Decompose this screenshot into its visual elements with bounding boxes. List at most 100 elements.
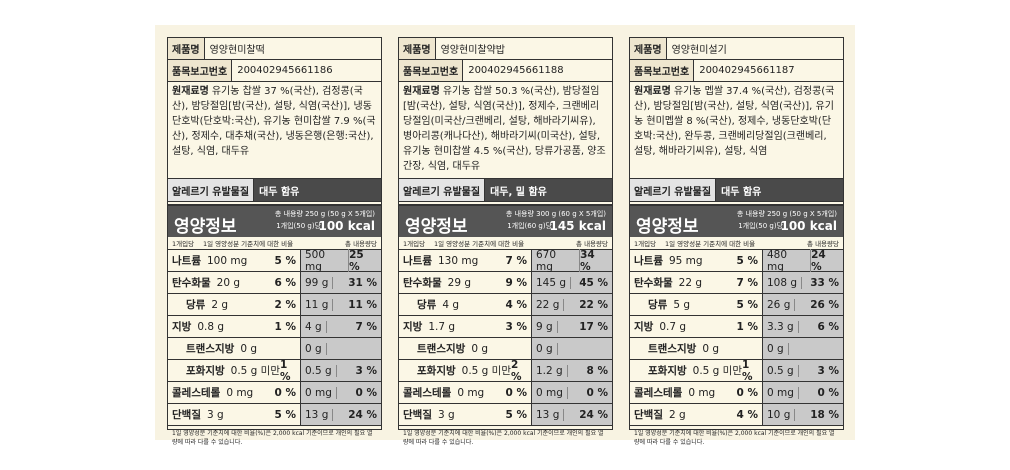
per-serving: 포화지방 0.5 g 미만 2 %: [399, 359, 532, 383]
total-amount: 0.5 g: [767, 364, 799, 377]
nutrient-amount: 4 g: [442, 298, 460, 311]
field-value: 영양현미찰약밥: [440, 45, 506, 56]
per-total: 13 g 24 %: [301, 404, 381, 425]
nutrient-amount: 130 mg: [437, 254, 479, 267]
per-serving: 콜레스테롤 0 mg 0 %: [399, 382, 532, 403]
total-amount: 0.5 g: [305, 364, 337, 377]
nutrition-header: 영양정보 총 내용량 250 g (50 g X 5개입) 1개입(50 g)당 10…: [630, 206, 843, 237]
per-total: 10 g 18 %: [763, 404, 843, 425]
nutrient-amount: 1.7 g: [428, 320, 456, 333]
allergy-row: 알레르기 유발물질 대두 함유: [630, 179, 843, 202]
nutrient-percent: 0 %: [736, 386, 758, 399]
per-total: 0.5 g 3 %: [763, 360, 843, 381]
nutrient-name: 포화지방: [186, 365, 225, 377]
nutrient-percent: 6 %: [274, 276, 296, 289]
nutrient-name: 나트륨: [403, 255, 432, 267]
total-amount: 1.2 g: [536, 364, 568, 377]
total-amount: 0 mg: [536, 386, 568, 399]
nutrition-header: 영양정보 총 내용량 300 g (60 g X 5개입) 1개입(60 g)당 14…: [399, 206, 612, 237]
field-label: 알레르기 유발물질: [168, 179, 255, 201]
total-amount: 22 g: [536, 298, 565, 311]
food-label: 제품명 영양현미찰약밥 품목보고번호 200402945661188 원재료명 유기농 찹…: [398, 37, 613, 446]
total-amount: 10 g: [767, 408, 796, 421]
food-label: 제품명 영양현미찰떡 품목보고번호 200402945661186 원재료명 유기농 찹쌀…: [167, 37, 382, 446]
nutrient-percent: 5 %: [736, 254, 758, 267]
field-label: 알레르기 유발물질: [630, 179, 717, 201]
per-total: 13 g 24 %: [532, 404, 612, 425]
total-percent: 0 %: [355, 386, 377, 399]
per-serving: 콜레스테롤 0 mg 0 %: [168, 382, 301, 403]
per-serving: 당류 5 g 5 %: [630, 294, 763, 315]
per-total: 11 g 11 %: [301, 294, 381, 315]
total-percent: 33 %: [810, 276, 839, 289]
nutrient-percent: 1 %: [736, 320, 758, 333]
total-percent: 24 %: [811, 248, 826, 273]
field-value: 대두 함유: [721, 186, 762, 198]
per-serving: 탄수화물 20 g 6 %: [168, 272, 301, 293]
nutrition-facts: 영양정보 총 내용량 250 g (50 g X 5개입) 1개입(50 g)당 10…: [168, 204, 381, 446]
field-value: 대두, 밀 함유: [490, 186, 547, 198]
per-total: 3.3 g 6 %: [763, 316, 843, 337]
nutrient-row: 콜레스테롤 0 mg 0 % 0 mg 0 %: [399, 382, 612, 404]
per-serving: 나트륨 95 mg 5 %: [630, 250, 763, 271]
per-total: 0 mg 0 %: [763, 382, 843, 403]
nutrient-name: 탄수화물: [172, 277, 211, 289]
nutrient-amount: 3 g: [437, 408, 455, 421]
nutrient-row: 단백질 3 g 5 % 13 g 24 %: [168, 404, 381, 426]
nutrient-percent: 9 %: [505, 276, 527, 289]
nutrition-facts: 영양정보 총 내용량 250 g (50 g X 5개입) 1개입(50 g)당 10…: [630, 204, 843, 446]
nutrient-name: 지방: [403, 321, 423, 333]
field-label: 원재료명: [172, 86, 209, 97]
nutrient-name: 트랜스지방: [186, 343, 235, 355]
head-mid: 1일 영양성분 기준치에 대한 비율: [434, 240, 525, 248]
total-amount: 670 mg: [536, 248, 581, 273]
per-serving: 당류 4 g 4 %: [399, 294, 532, 315]
per-serving: 탄수화물 29 g 9 %: [399, 272, 532, 293]
per-total: 0 g: [301, 338, 381, 359]
nutrient-name: 지방: [172, 321, 192, 333]
nutrient-name: 포화지방: [648, 365, 687, 377]
nutrient-name: 단백질: [403, 409, 432, 421]
total-amount: 0 g: [305, 342, 327, 355]
total-percent: 31 %: [348, 276, 377, 289]
field-label: 원재료명: [403, 86, 440, 97]
nutrient-name: 트랜스지방: [648, 343, 697, 355]
per-total: 480 mg 24 %: [763, 248, 843, 273]
total-percent: 26 %: [810, 298, 839, 311]
field-label: 품목보고번호: [630, 60, 695, 81]
per-serving: 지방 1.7 g 3 %: [399, 316, 532, 337]
total-amount: 480 mg: [767, 248, 812, 273]
total-percent: 3 %: [817, 364, 839, 377]
footnote: 1일 영양성분 기준치에 대한 비율(%)은 2,000 kcal 기준이므로 …: [172, 430, 373, 446]
per-total: 99 g 31 %: [301, 272, 381, 293]
nutrient-name: 지방: [634, 321, 654, 333]
ingredients: 원재료명 유기농 찹쌀 37 %(국산), 검정콩(국산), 밤당절임[밤(국산)…: [168, 82, 381, 179]
field-value: 200402945661186: [237, 65, 333, 76]
nutrient-amount: 0 mg: [688, 386, 716, 399]
total-content: 총 내용량 300 g (60 g X 5개입): [505, 210, 606, 218]
nutrient-name: 포화지방: [417, 365, 456, 377]
calories: 100 kcal: [780, 219, 837, 233]
per-serving: 지방 0.7 g 1 %: [630, 316, 763, 337]
nutrient-row: 나트륨 100 mg 5 % 500 mg 25 %: [168, 248, 381, 273]
total-amount: 4 g: [305, 320, 327, 333]
head-left: 1개입당: [403, 240, 426, 248]
total-percent: 22 %: [579, 298, 608, 311]
column-header: 1개입당 1일 영양성분 기준치에 대한 비율 총 내용량당: [630, 237, 843, 250]
nutrient-row: 나트륨 95 mg 5 % 480 mg 24 %: [630, 248, 843, 273]
nutrient-name: 트랜스지방: [417, 343, 466, 355]
serving: 1개입(50 g)당: [738, 222, 783, 230]
head-right: 총 내용량당: [807, 240, 839, 248]
nutrient-percent: 4 %: [505, 298, 527, 311]
nutrient-name: 나트륨: [172, 255, 201, 267]
report-no-row: 품목보고번호 200402945661187: [630, 60, 843, 82]
head-right: 총 내용량당: [576, 240, 608, 248]
per-serving: 지방 0.8 g 1 %: [168, 316, 301, 337]
total-amount: 13 g: [305, 408, 334, 421]
per-total: 0 mg 0 %: [532, 382, 612, 403]
total-amount: 145 g: [536, 276, 572, 289]
per-total: 0 g: [532, 338, 612, 359]
product-name-row: 제품명 영양현미찰떡: [168, 38, 381, 60]
per-total: 22 g 22 %: [532, 294, 612, 315]
total-percent: 18 %: [810, 408, 839, 421]
